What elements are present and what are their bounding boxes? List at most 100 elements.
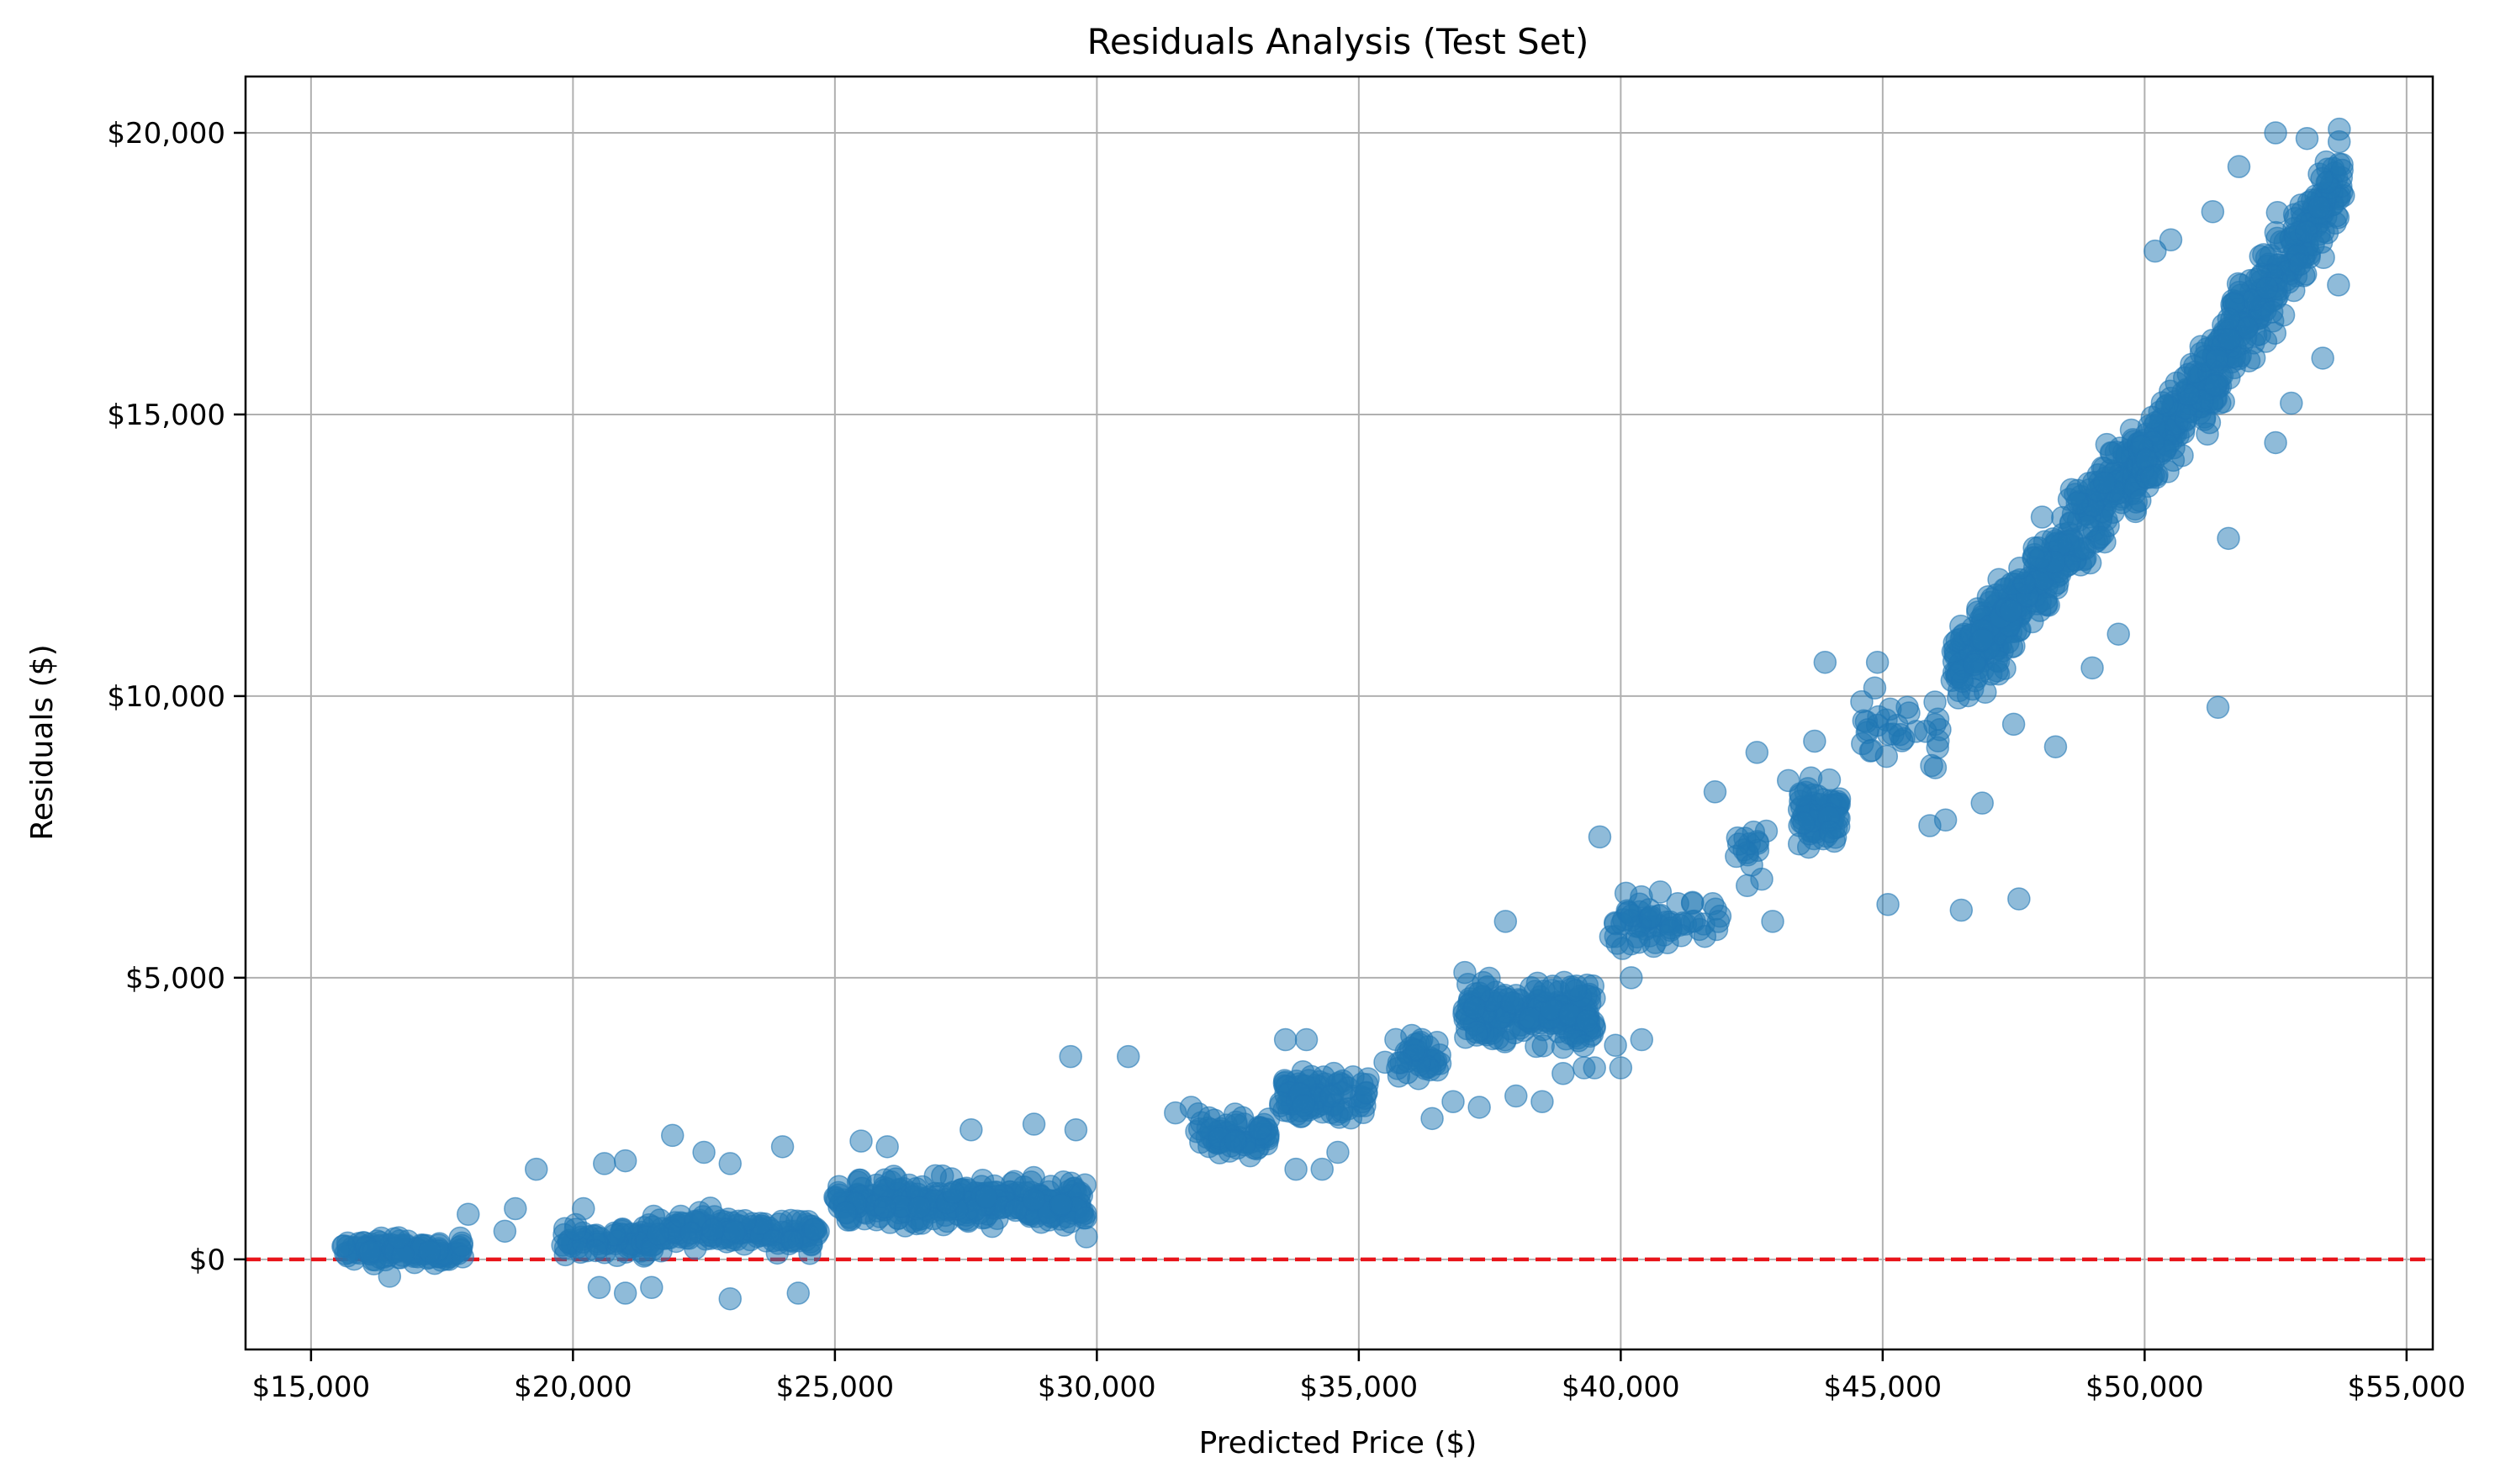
data-point (1970, 627, 1995, 652)
data-point (1248, 1117, 1272, 1141)
data-point (884, 1167, 908, 1191)
data-point (1736, 874, 1759, 898)
data-point (2028, 546, 2053, 569)
data-point (1630, 1027, 1654, 1052)
data-point (1976, 584, 2001, 609)
data-point (2196, 422, 2219, 446)
data-point (1818, 820, 1842, 843)
data-point (2309, 230, 2334, 254)
x-tick-label: $55,000 (2348, 1370, 2466, 1404)
data-point (1294, 1027, 1319, 1052)
data-point (1284, 1157, 1308, 1181)
data-point (2201, 200, 2225, 224)
data-point (1933, 808, 1958, 832)
data-point (1116, 1044, 1140, 1069)
data-point (1999, 599, 2023, 623)
data-point (2311, 346, 2334, 370)
data-point (2008, 557, 2032, 580)
data-point (2288, 252, 2313, 277)
data-point (525, 1157, 548, 1181)
data-point (1703, 780, 1727, 804)
x-tick-label: $50,000 (2085, 1370, 2204, 1404)
chart-title: Residuals Analysis (Test Set) (1087, 21, 1589, 62)
data-point (849, 1129, 873, 1153)
data-point (2264, 430, 2287, 455)
data-point (2242, 346, 2266, 370)
data-point (2307, 195, 2331, 219)
data-point (1927, 729, 1950, 753)
data-point (1064, 1117, 1088, 1142)
x-tick-label: $15,000 (252, 1370, 371, 1404)
data-point (873, 1196, 896, 1219)
data-point (1059, 1044, 1082, 1069)
data-point (2106, 622, 2130, 646)
data-point (1441, 1090, 1465, 1113)
data-point (1310, 1157, 1335, 1181)
data-point (1680, 891, 1705, 916)
data-point (378, 1265, 402, 1288)
data-point (1614, 881, 1638, 906)
y-tick-label: $0 (189, 1244, 225, 1277)
data-point (1874, 744, 1899, 768)
data-point (1740, 853, 1763, 877)
data-point (2128, 489, 2152, 513)
data-point (450, 1233, 473, 1258)
data-point (2280, 391, 2303, 415)
data-point (1465, 1021, 1488, 1044)
data-point (2295, 126, 2319, 151)
y-tick-label: $20,000 (107, 117, 225, 151)
data-point (1803, 729, 1826, 753)
data-point (504, 1196, 527, 1221)
y-axis-label: Residuals ($) (25, 644, 60, 840)
data-point (2328, 117, 2351, 141)
data-point (1179, 1096, 1203, 1119)
axis-ticks: $15,000 $20,000 $25,000 $30,000 $35,000 $40,0… (107, 117, 2466, 1404)
data-point (593, 1152, 616, 1175)
data-point (1500, 991, 1525, 1015)
data-point (493, 1219, 517, 1244)
data-point (700, 1217, 725, 1242)
data-point (2330, 158, 2354, 182)
plot-frame (244, 75, 2434, 1351)
data-point (923, 1164, 948, 1188)
data-point (2092, 471, 2117, 494)
x-tick-label: $25,000 (776, 1370, 895, 1404)
data-point (2076, 515, 2100, 538)
data-point (2002, 634, 2026, 658)
data-point (1462, 995, 1487, 1020)
data-point (875, 1135, 899, 1159)
data-point (907, 1195, 932, 1219)
data-point (2001, 712, 2026, 737)
data-point (1572, 1034, 1595, 1058)
data-point (1609, 1056, 1633, 1080)
data-point (1604, 1033, 1627, 1057)
data-point (2030, 505, 2054, 529)
data-point (1530, 1090, 1554, 1113)
data-point (1639, 905, 1663, 928)
data-point (587, 1275, 611, 1300)
data-point (1888, 722, 1912, 747)
data-point (1627, 930, 1651, 954)
data-point (1706, 910, 1731, 933)
data-point (1453, 960, 1477, 985)
data-point (1813, 650, 1837, 674)
data-point (2165, 371, 2188, 395)
data-point (1970, 791, 1994, 815)
data-point (2327, 273, 2350, 297)
data-point (1575, 1009, 1599, 1033)
data-point (975, 1186, 998, 1209)
data-point (2065, 491, 2090, 515)
data-point (1292, 1094, 1315, 1117)
data-point (1745, 741, 1769, 764)
x-tick-label: $20,000 (514, 1370, 632, 1404)
data-point (563, 1217, 588, 1241)
data-point (1518, 1006, 1542, 1030)
data-point (2252, 243, 2276, 267)
data-point (2227, 155, 2251, 178)
data-point (1224, 1129, 1247, 1153)
data-point (2203, 373, 2228, 398)
data-point (2159, 228, 2183, 252)
data-point (1897, 701, 1921, 725)
data-point (1620, 966, 1643, 990)
